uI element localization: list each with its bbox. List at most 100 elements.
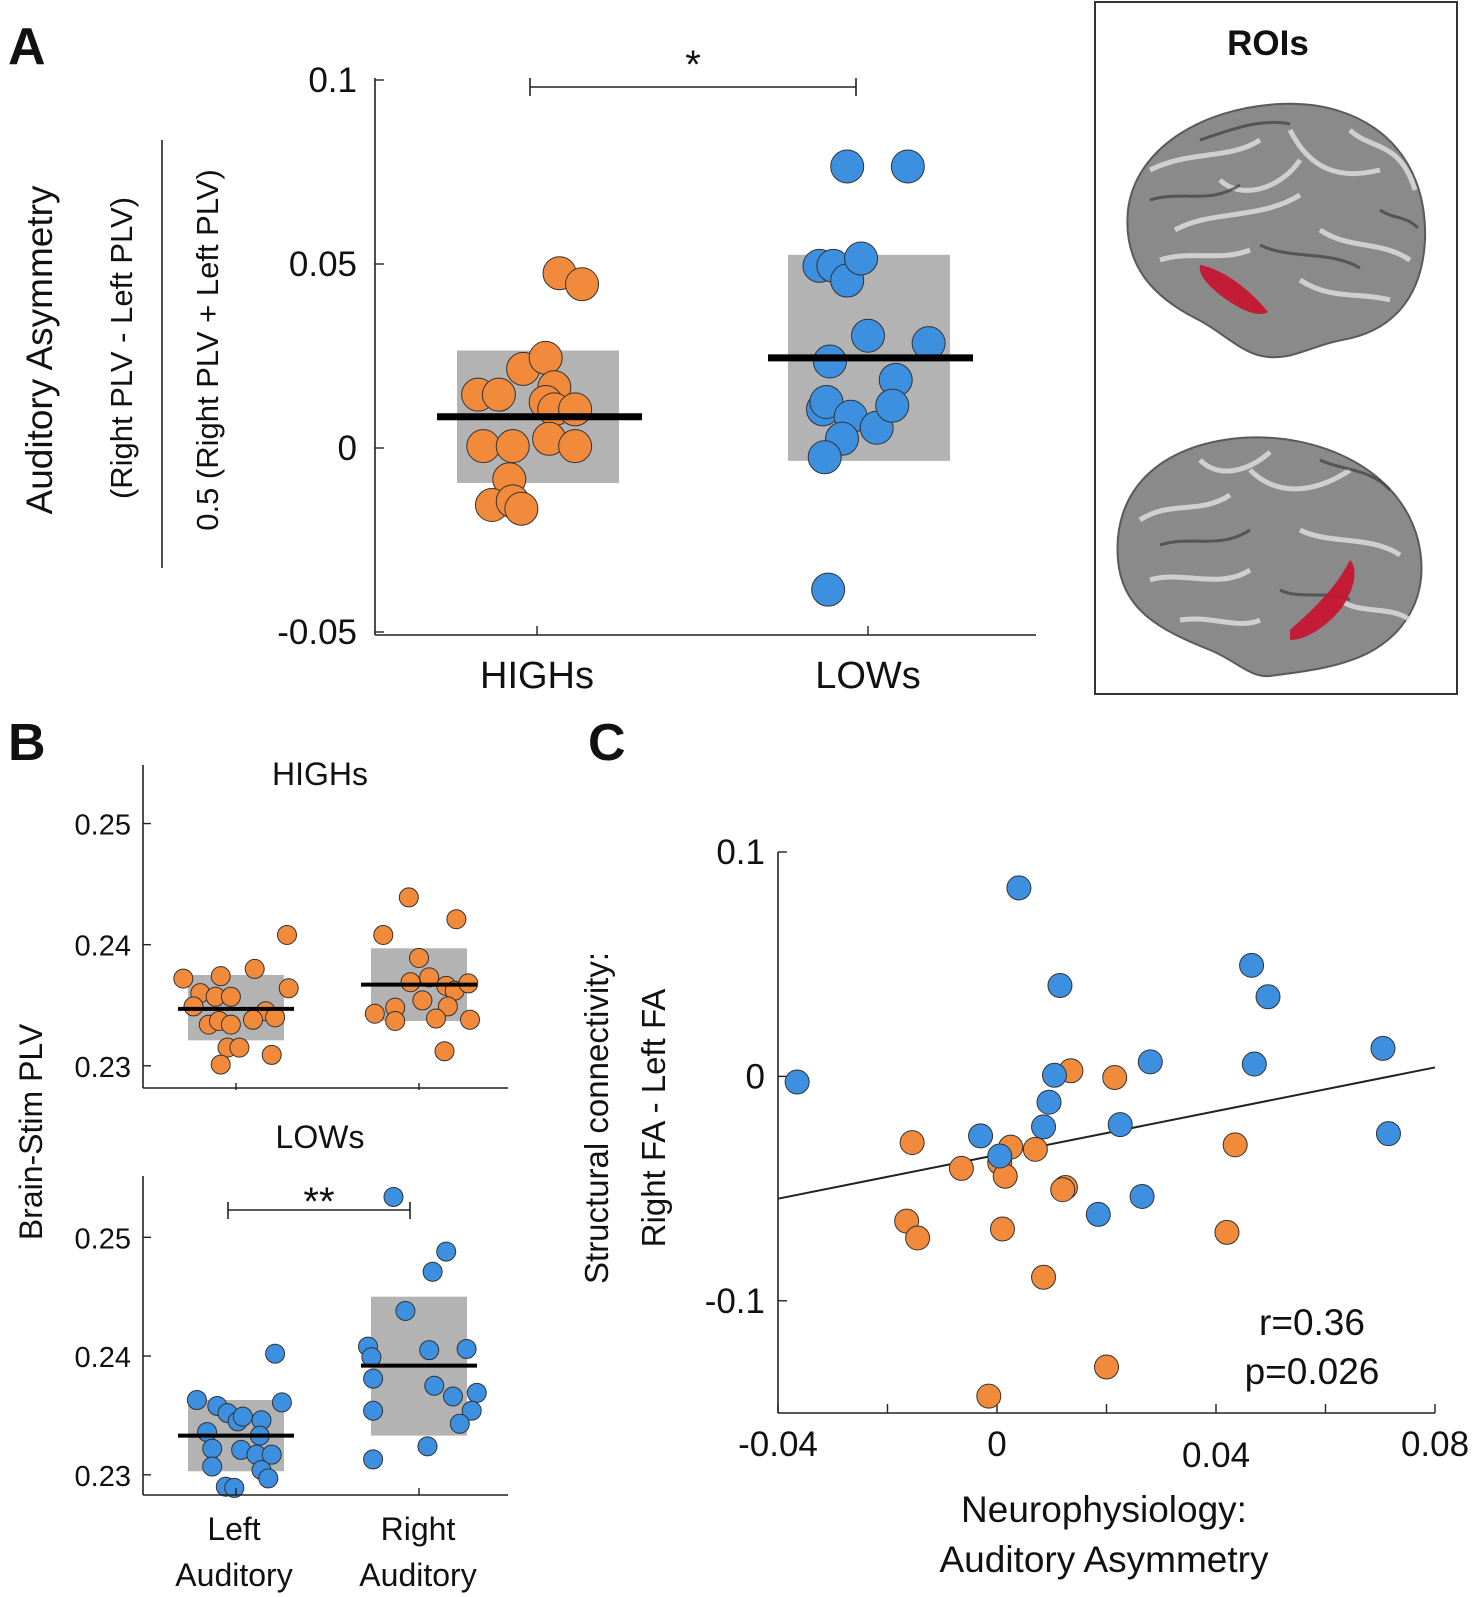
panel-c-point-lows [1085, 1201, 1111, 1227]
panel-a-point-lows [807, 440, 842, 475]
panel-b-point [385, 1010, 406, 1031]
panel-c-point-lows [1129, 1183, 1155, 1209]
panel-a-ylabel-denominator: 0.5 (Right PLV + Left PLV) [190, 169, 225, 531]
panel-b-ytick-label: 0.25 [75, 810, 131, 842]
panel-c-point-lows [1370, 1035, 1396, 1061]
roi-highlight-top [1199, 265, 1268, 315]
panel-a-point-highs [558, 429, 593, 464]
panel-a-chart: Auditory Asymmetry (Right PLV - Left PLV… [19, 43, 1036, 697]
panel-b-ytick-label: 0.24 [75, 1342, 131, 1374]
panel-b-point [244, 958, 265, 979]
panel-c-point-highs [1094, 1354, 1119, 1380]
panel-b-chart: Brain-Stim PLV HIGHs 0.25 0.24 0.23 LOWs 0… [13, 756, 508, 1593]
panel-b-point [461, 1400, 482, 1421]
panel-c-stats-r: r=0.36 [1259, 1302, 1365, 1343]
panel-b-point [258, 1468, 279, 1489]
panel-a-xtick-label: LOWs [815, 655, 921, 697]
panel-c-point-highs [899, 1130, 925, 1156]
panel-c-ytick-label: 0.1 [716, 833, 765, 872]
panel-b-point [437, 996, 458, 1017]
panel-b-point [466, 1382, 487, 1403]
panel-b-point [456, 1338, 477, 1359]
panel-b-point [243, 1009, 263, 1030]
panel-a-point-highs [495, 429, 530, 464]
panel-a-point-highs [466, 429, 501, 464]
panel-c-point-lows [1006, 875, 1032, 901]
panel-label-b: B [8, 714, 46, 772]
panel-b-point [224, 1477, 245, 1498]
panel-c-point-highs [1022, 1136, 1048, 1162]
panel-b-point [460, 1009, 480, 1030]
panel-c-point-highs [1214, 1219, 1240, 1245]
panel-a-point-lows [844, 241, 879, 276]
panel-b-xlabel-right-line2: Auditory [359, 1557, 476, 1593]
panel-c-point-lows [1036, 1089, 1062, 1115]
panel-b-point [229, 1037, 250, 1058]
panel-c-ytick-label: -0.1 [705, 1282, 765, 1321]
panel-b-point [424, 1375, 445, 1396]
panel-b-ytick-label: 0.23 [75, 1461, 131, 1493]
panel-b-xlabel-right-line1: Right [381, 1511, 456, 1547]
panel-c-point-highs [989, 1216, 1015, 1242]
panel-b-significance-marker: ** [303, 1180, 334, 1224]
panel-b-point [202, 1456, 223, 1477]
panel-b-point [417, 1436, 438, 1457]
panel-c-point-lows [1241, 1051, 1267, 1077]
panel-c-chart: Structural connectivity: Right FA - Left… [578, 833, 1469, 1580]
panel-a-ytick-label: 0.05 [289, 245, 357, 284]
panel-b-point [409, 947, 429, 968]
panel-c-xtick-label: 0.08 [1401, 1425, 1469, 1464]
panel-b-point [383, 1186, 404, 1207]
panel-b-point [363, 1400, 384, 1421]
panel-c-point-lows [1031, 1114, 1057, 1140]
panel-c-point-lows [987, 1143, 1013, 1169]
roi-title: ROIs [1227, 24, 1309, 63]
panel-b-point [412, 990, 433, 1011]
panel-c-point-lows [1041, 1062, 1067, 1088]
panel-b-point [419, 967, 440, 988]
panel-a-point-highs [481, 377, 516, 412]
panel-b-ytick-label: 0.23 [75, 1052, 131, 1084]
panel-b-lows-title: LOWs [276, 1119, 365, 1155]
panel-a-ylabel-numerator: (Right PLV - Left PLV) [104, 197, 139, 499]
panel-b-point [436, 1241, 457, 1262]
panel-b-point [265, 1343, 286, 1364]
panel-c-point-lows [1137, 1049, 1163, 1075]
panel-b-point [400, 972, 421, 993]
panel-b-point [271, 1392, 292, 1413]
brain-render-right-hemisphere [1126, 102, 1427, 359]
panel-label-c: C [588, 714, 626, 772]
panel-b-ytick-label: 0.25 [75, 1223, 131, 1255]
panel-c-point-highs [976, 1383, 1002, 1409]
panel-c-stats-p: p=0.026 [1245, 1351, 1380, 1392]
panel-c-point-lows [968, 1123, 994, 1149]
panel-b-point [422, 1261, 443, 1282]
panel-b-point [220, 986, 241, 1007]
panel-b-point [277, 924, 297, 945]
panel-c-point-lows [1255, 984, 1281, 1010]
panel-b-ylabel: Brain-Stim PLV [13, 1023, 49, 1240]
panel-b-point [186, 1390, 207, 1410]
panel-a-ylabel-main: Auditory Asymmetry [19, 185, 60, 514]
panel-a-point-highs [504, 491, 539, 526]
panel-a-ytick-label: -0.05 [277, 613, 357, 652]
panel-c-xlabel-line2: Auditory Asymmetry [940, 1539, 1269, 1580]
panel-b-point [220, 1014, 241, 1035]
panel-b-point [364, 1003, 385, 1024]
panel-b-point [202, 1438, 223, 1459]
panel-a-xtick-label: HIGHs [480, 655, 594, 697]
panel-c-point-highs [1031, 1264, 1057, 1290]
panel-b-point [419, 1340, 440, 1361]
panel-a-point-highs [565, 267, 600, 302]
panel-a-point-lows [830, 149, 865, 184]
roi-highlight-bottom [1290, 560, 1355, 640]
panel-b-point [426, 1008, 446, 1029]
panel-b-point [197, 1422, 218, 1443]
panel-c-point-lows [1375, 1121, 1401, 1147]
panel-a-point-highs [558, 392, 593, 427]
panel-b-point [278, 978, 299, 999]
brain-render-left-hemisphere [1116, 436, 1423, 678]
panel-c-xlabel-line1: Neurophysiology: [961, 1489, 1247, 1530]
panel-b-point [434, 1041, 455, 1062]
